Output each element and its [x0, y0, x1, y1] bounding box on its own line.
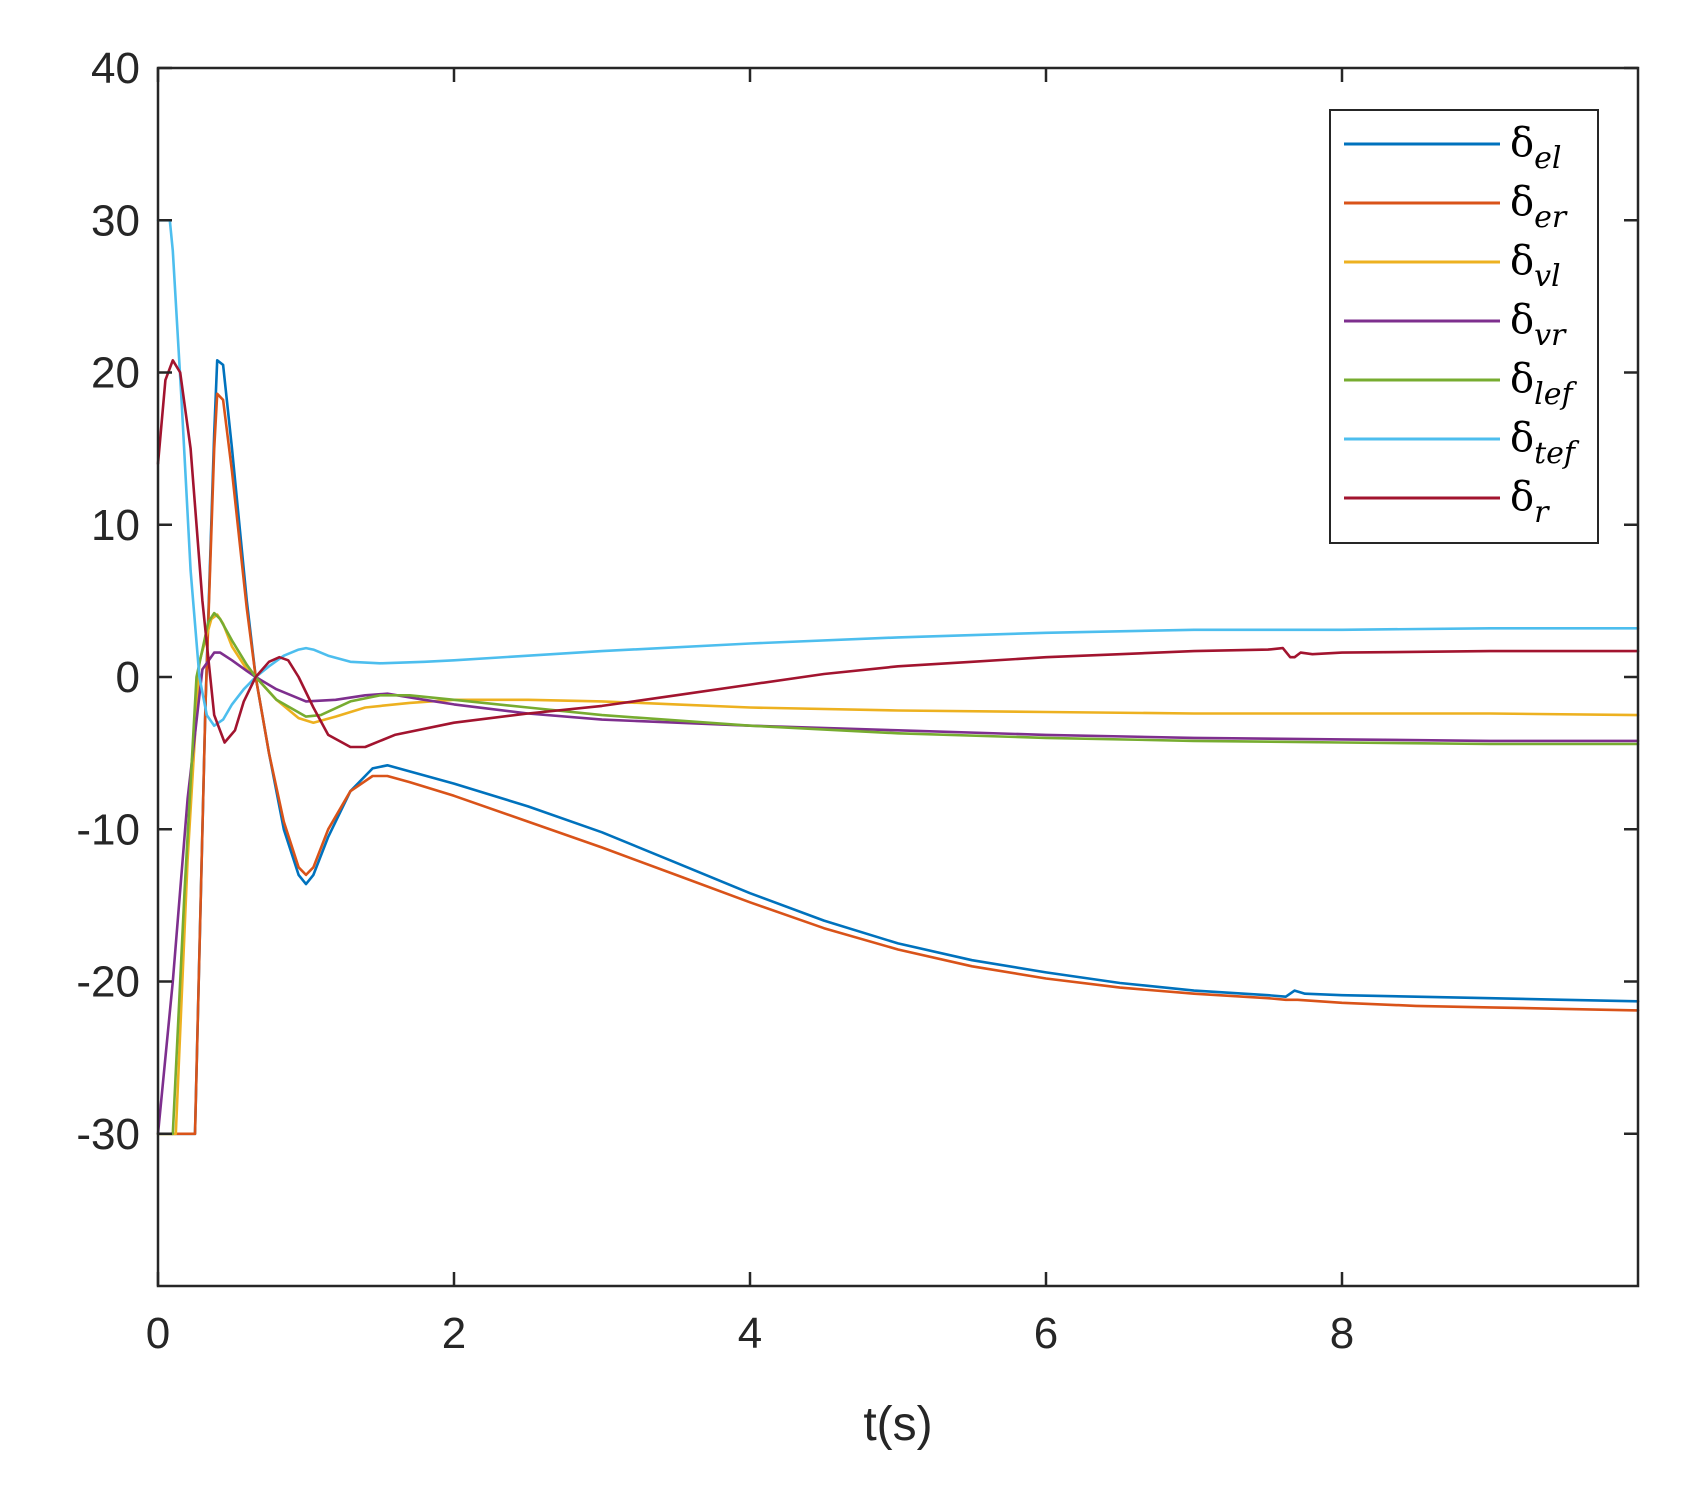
series-line-er — [156, 392, 1640, 1136]
y-tick-label: 40 — [91, 44, 140, 93]
series-line-el — [156, 358, 1640, 1136]
legend-label-vl: δvl — [1510, 238, 1561, 294]
y-tick-label: 10 — [91, 501, 140, 550]
y-tick-label: 30 — [91, 196, 140, 245]
legend-label-el: δel — [1510, 120, 1561, 176]
legend-label-vr: δvr — [1510, 297, 1567, 353]
y-tick-label: 0 — [116, 653, 140, 702]
x-tick-label: 6 — [1034, 1309, 1058, 1358]
series-layer — [156, 219, 1640, 1136]
x-tick-label: 8 — [1330, 1309, 1354, 1358]
y-tick-label: -30 — [76, 1110, 140, 1159]
series-line-lef — [156, 611, 1640, 1136]
legend-box — [1329, 109, 1599, 544]
legend-label-lef: δlef — [1510, 356, 1577, 412]
series-line-r — [156, 358, 1640, 749]
series-line-tef — [156, 219, 1640, 728]
legend-label-r: δr — [1510, 474, 1550, 530]
y-tick-label: -10 — [76, 805, 140, 854]
x-tick-label: 4 — [738, 1309, 762, 1358]
x-tick-label: 0 — [146, 1309, 170, 1358]
y-tick-label: -20 — [76, 958, 140, 1007]
legend-label-er: δer — [1510, 179, 1568, 235]
ticks-layer: 0 2 4 6 8 -30 -20 -10 0 10 20 30 40 — [76, 44, 1638, 1358]
series-line-vr — [156, 651, 1640, 1136]
legend-label-tef: δtef — [1510, 415, 1580, 471]
x-axis-label: t(s) — [863, 1398, 932, 1451]
y-tick-label: 20 — [91, 349, 140, 398]
x-tick-label: 2 — [442, 1309, 466, 1358]
